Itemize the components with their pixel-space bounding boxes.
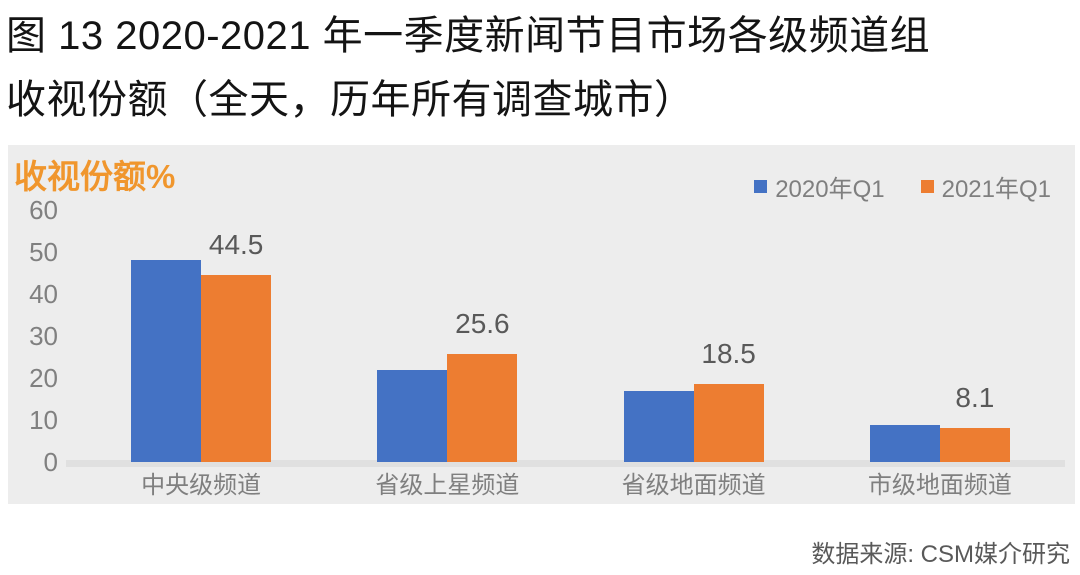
- bar-series0-cat0: [131, 260, 202, 462]
- bar-series1-cat1: [447, 354, 518, 462]
- bar-series0-cat2: [623, 391, 694, 462]
- category-label-2: 省级地面频道: [621, 472, 766, 499]
- bar-series1-cat0: [201, 275, 272, 462]
- y-tick-50: 50: [29, 237, 58, 267]
- data-label-1: 25.6: [455, 308, 510, 339]
- bar-group-0: 44.5: [78, 210, 324, 462]
- category-label-0: 中央级频道: [141, 472, 262, 499]
- y-tick-30: 30: [29, 321, 58, 351]
- bar-pair-0: 44.5: [131, 229, 272, 462]
- figure-title: 图 13 2020-2021 年一季度新闻节目市场各级频道组 收视份额（全天，历…: [6, 4, 1036, 132]
- bar-series0-cat1: [377, 370, 448, 462]
- y-axis-title: 收视份额%: [14, 158, 176, 195]
- bar-group-1: 25.6: [324, 210, 570, 462]
- plot-area: 44.5 25.6 18.5 8.1: [78, 210, 1063, 462]
- y-tick-0: 0: [43, 447, 58, 477]
- bar-pair-3: 8.1: [869, 382, 1010, 462]
- legend-label: 2021年Q1: [941, 176, 1051, 203]
- category-label-1: 省级上星频道: [375, 472, 520, 499]
- legend-label: 2020年Q1: [775, 176, 885, 203]
- legend-item-1: 2021年Q1: [920, 169, 1051, 204]
- data-label-3: 8.1: [955, 382, 995, 413]
- category-label-3: 市级地面频道: [867, 472, 1012, 499]
- chart-area: 收视份额% 2020年Q1 2021年Q1 0 10 20 30 40 50 60 44.5 2…: [8, 145, 1075, 504]
- legend-item-0: 2020年Q1: [754, 169, 885, 204]
- figure-title-line2: 收视份额（全天，历年所有调查城市）: [6, 78, 695, 122]
- x-axis-line: [66, 460, 1065, 467]
- figure-title-line1: 图 13 2020-2021 年一季度新闻节目市场各级频道组: [6, 14, 931, 58]
- bar-group-3: 8.1: [817, 210, 1063, 462]
- bar-series0-cat3: [869, 425, 940, 462]
- x-axis-labels: 中央级频道 省级上星频道 省级地面频道 市级地面频道: [78, 471, 1063, 501]
- data-label-0: 44.5: [208, 229, 264, 260]
- y-tick-10: 10: [29, 405, 58, 435]
- legend-swatch-icon: [920, 180, 934, 193]
- bar-series1-cat3: [939, 428, 1010, 462]
- bar-group-2: 18.5: [571, 210, 817, 462]
- y-tick-20: 20: [29, 363, 58, 393]
- bar-series1-cat2: [693, 384, 764, 462]
- legend-swatch-icon: [754, 180, 768, 193]
- bar-pair-2: 18.5: [623, 338, 764, 462]
- y-tick-40: 40: [29, 279, 58, 309]
- legend: 2020年Q1 2021年Q1: [754, 169, 1051, 204]
- y-tick-60: 60: [29, 195, 58, 225]
- bar-pair-1: 25.6: [377, 308, 518, 462]
- data-label-2: 18.5: [701, 338, 756, 369]
- data-source: 数据来源: CSM媒介研究: [811, 541, 1070, 568]
- y-axis-ticks: 0 10 20 30 40 50 60: [8, 145, 60, 504]
